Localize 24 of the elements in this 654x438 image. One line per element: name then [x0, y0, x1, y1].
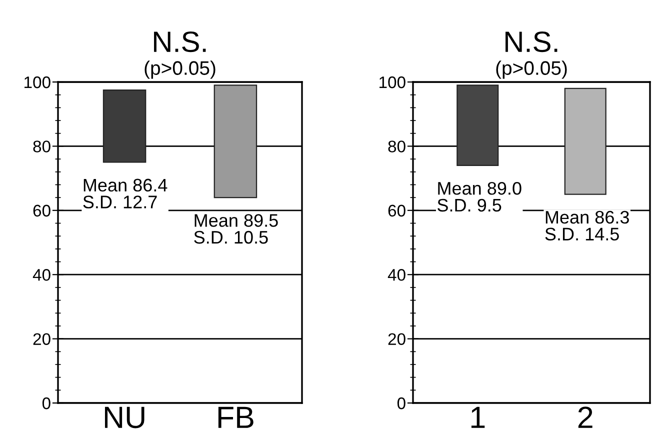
y-tick-label: 0 [42, 397, 50, 410]
y-tick-label: 20 [33, 333, 50, 346]
y-tick-label: 80 [388, 140, 406, 152]
y-tick-label: 20 [388, 333, 406, 346]
chart-title: N.S. [506, 32, 558, 52]
y-tick-label: 60 [33, 204, 50, 217]
chart-title: N.S. [154, 32, 206, 52]
annotation: Mean 86.3 S.D. 14.5 [545, 210, 629, 240]
annotation: Mean 89.0 S.D. 9.5 [438, 182, 522, 212]
y-tick-label: 60 [388, 204, 406, 217]
chart-subtitle: (p>0.05) [144, 60, 216, 79]
x-tick-label: 2 [578, 406, 592, 428]
y-tick-label: 0 [397, 397, 406, 410]
y-tick-label: 40 [388, 269, 406, 281]
y-tick-label: 100 [380, 76, 406, 88]
y-tick-label: 100 [24, 76, 50, 88]
y-tick-label: 80 [33, 140, 50, 152]
x-tick-label: 1 [471, 406, 485, 428]
x-tick-label: FB [218, 406, 254, 428]
annotation: Mean 86.4 S.D. 12.7 [83, 178, 168, 208]
x-tick-label: NU [104, 406, 144, 428]
chart-subtitle: (p>0.05) [496, 60, 567, 79]
annotation: Mean 89.5 S.D. 10.5 [194, 214, 278, 244]
y-tick-label: 40 [32, 269, 50, 281]
